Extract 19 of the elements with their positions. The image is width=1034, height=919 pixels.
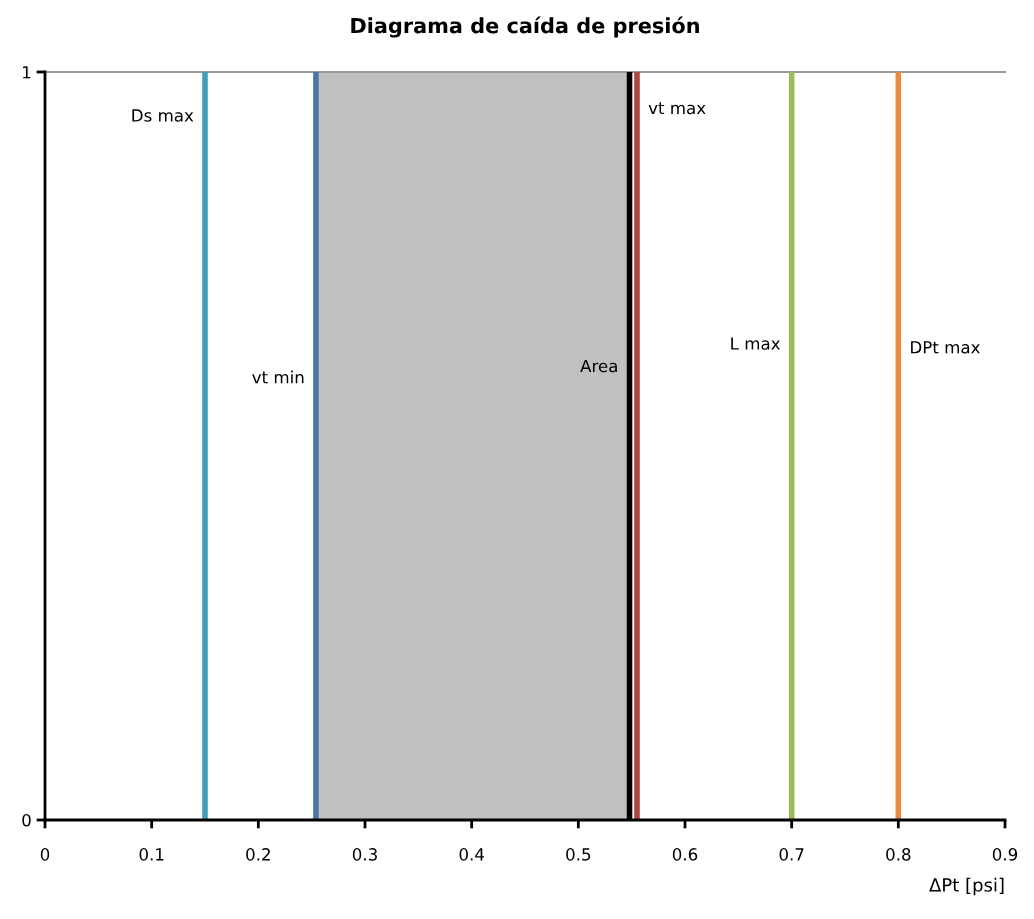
x-tick-label: 0.1: [139, 848, 164, 861]
x-tick-label: 0.2: [246, 848, 270, 861]
x-tick-label: 0.6: [672, 848, 698, 861]
series-label: Area: [580, 359, 617, 373]
x-tick-label: 0.4: [459, 848, 484, 861]
y-tick-label: 1: [23, 66, 31, 79]
series-label: L max: [731, 337, 781, 350]
x-tick-label: 0: [40, 848, 50, 861]
x-tick-label: 0.7: [779, 848, 804, 861]
series-label: Ds max: [132, 109, 194, 122]
chart-title: Diagrama de caída de presión: [351, 16, 699, 38]
series-label: DPt max: [911, 341, 980, 354]
x-tick-label: 0.8: [886, 848, 911, 861]
series-label: vt min: [252, 370, 304, 384]
x-tick-label: 0.3: [352, 848, 377, 861]
x-tick-label: 0.5: [566, 848, 591, 861]
series-label: vt max: [648, 102, 706, 115]
x-axis-title: ΔPt [psi]: [929, 877, 1004, 896]
x-tick-label: 0.9: [992, 848, 1018, 861]
